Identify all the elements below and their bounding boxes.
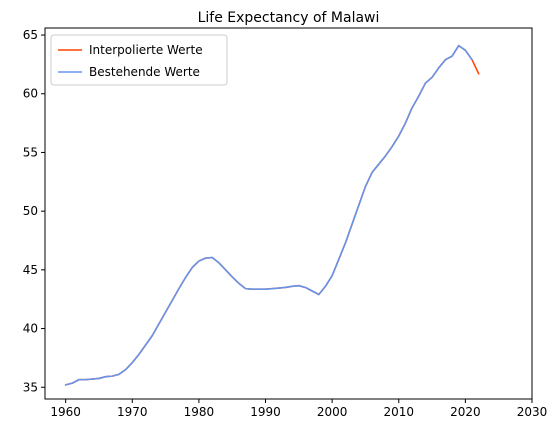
- y-tick-label: 40: [23, 322, 38, 336]
- legend: Interpolierte Werte Bestehende Werte: [50, 34, 228, 86]
- x-tick-label: 2000: [317, 405, 348, 419]
- y-tick-label: 45: [23, 263, 38, 277]
- x-tick-label: 1960: [50, 405, 81, 419]
- y-tick-label: 55: [23, 145, 38, 159]
- y-tick-label: 60: [23, 87, 38, 101]
- y-axis: 35 40 45 50 55 60 65: [23, 28, 45, 394]
- x-tick-label: 2030: [517, 405, 548, 419]
- x-tick-label: 1990: [250, 405, 281, 419]
- y-tick-label: 35: [23, 380, 38, 394]
- plot-area: [44, 27, 533, 400]
- y-tick-label: 50: [23, 204, 38, 218]
- y-tick-label: 65: [23, 28, 38, 42]
- x-tick-label: 1970: [117, 405, 148, 419]
- series-line-bestehende-werte: [64, 44, 473, 386]
- x-tick-label: 2020: [450, 405, 481, 419]
- x-axis: 1960 1970 1980 1990 2000 2010 2020 2030: [50, 399, 547, 419]
- legend-entry: Bestehende Werte: [89, 65, 200, 79]
- x-tick-label: 1980: [184, 405, 215, 419]
- chart-title: Life Expectancy of Malawi: [198, 10, 380, 26]
- plot-background: [45, 28, 532, 399]
- plot-frame: [44, 27, 533, 400]
- x-tick-label: 2010: [383, 405, 414, 419]
- legend-entry: Interpolierte Werte: [89, 43, 203, 57]
- series-layer: [64, 44, 480, 386]
- legend-box: [50, 34, 228, 86]
